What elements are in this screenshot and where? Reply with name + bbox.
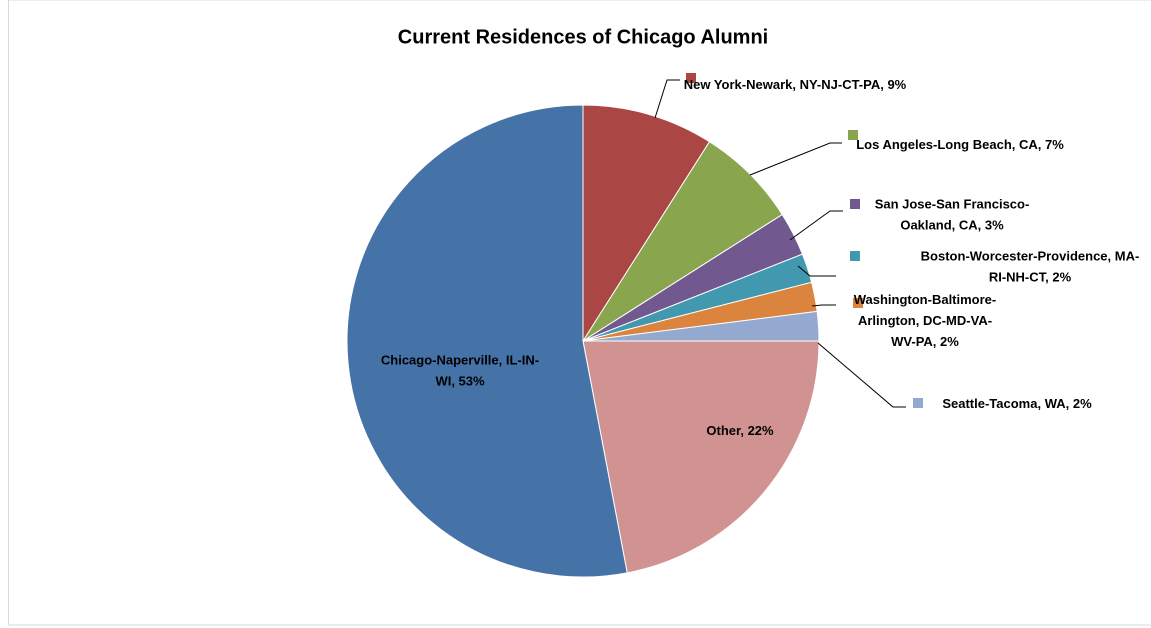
pie — [346, 104, 820, 578]
data-label: Boston-Worcester-Providence, MA-RI-NH-CT… — [921, 249, 1140, 285]
data-label: Other, 22% — [706, 423, 774, 438]
pie-slice — [582, 104, 711, 343]
data-label: Los Angeles-Long Beach, CA, 7% — [856, 137, 1064, 152]
leader-line — [749, 142, 842, 176]
pie-slice — [582, 141, 783, 342]
leader-line — [817, 342, 906, 408]
data-label: New York-Newark, NY-NJ-CT-PA, 9% — [684, 77, 907, 92]
chart-title: Current Residences of Chicago Alumni — [398, 26, 768, 48]
leader-line — [789, 210, 843, 241]
label-key — [850, 199, 860, 209]
leader-line — [811, 304, 836, 307]
pie-slice — [346, 104, 628, 578]
label-key — [686, 73, 696, 83]
data-label: Chicago-Naperville, IL-IN-WI, 53% — [381, 353, 539, 389]
label-key — [853, 298, 863, 308]
label-key — [850, 251, 860, 261]
chart-frame — [8, 0, 1151, 626]
label-key — [913, 398, 923, 408]
data-label: Washington-Baltimore-Arlington, DC-MD-VA… — [854, 292, 997, 349]
data-label: San Jose-San Francisco-Oakland, CA, 3% — [875, 197, 1030, 233]
leader-line — [797, 265, 836, 277]
leader-line — [654, 79, 680, 119]
pie-slice — [582, 340, 820, 574]
label-key — [848, 130, 858, 140]
data-labels: New York-Newark, NY-NJ-CT-PA, 9% Los Ange… — [381, 73, 1139, 438]
data-label: Seattle-Tacoma, WA, 2% — [942, 396, 1092, 411]
